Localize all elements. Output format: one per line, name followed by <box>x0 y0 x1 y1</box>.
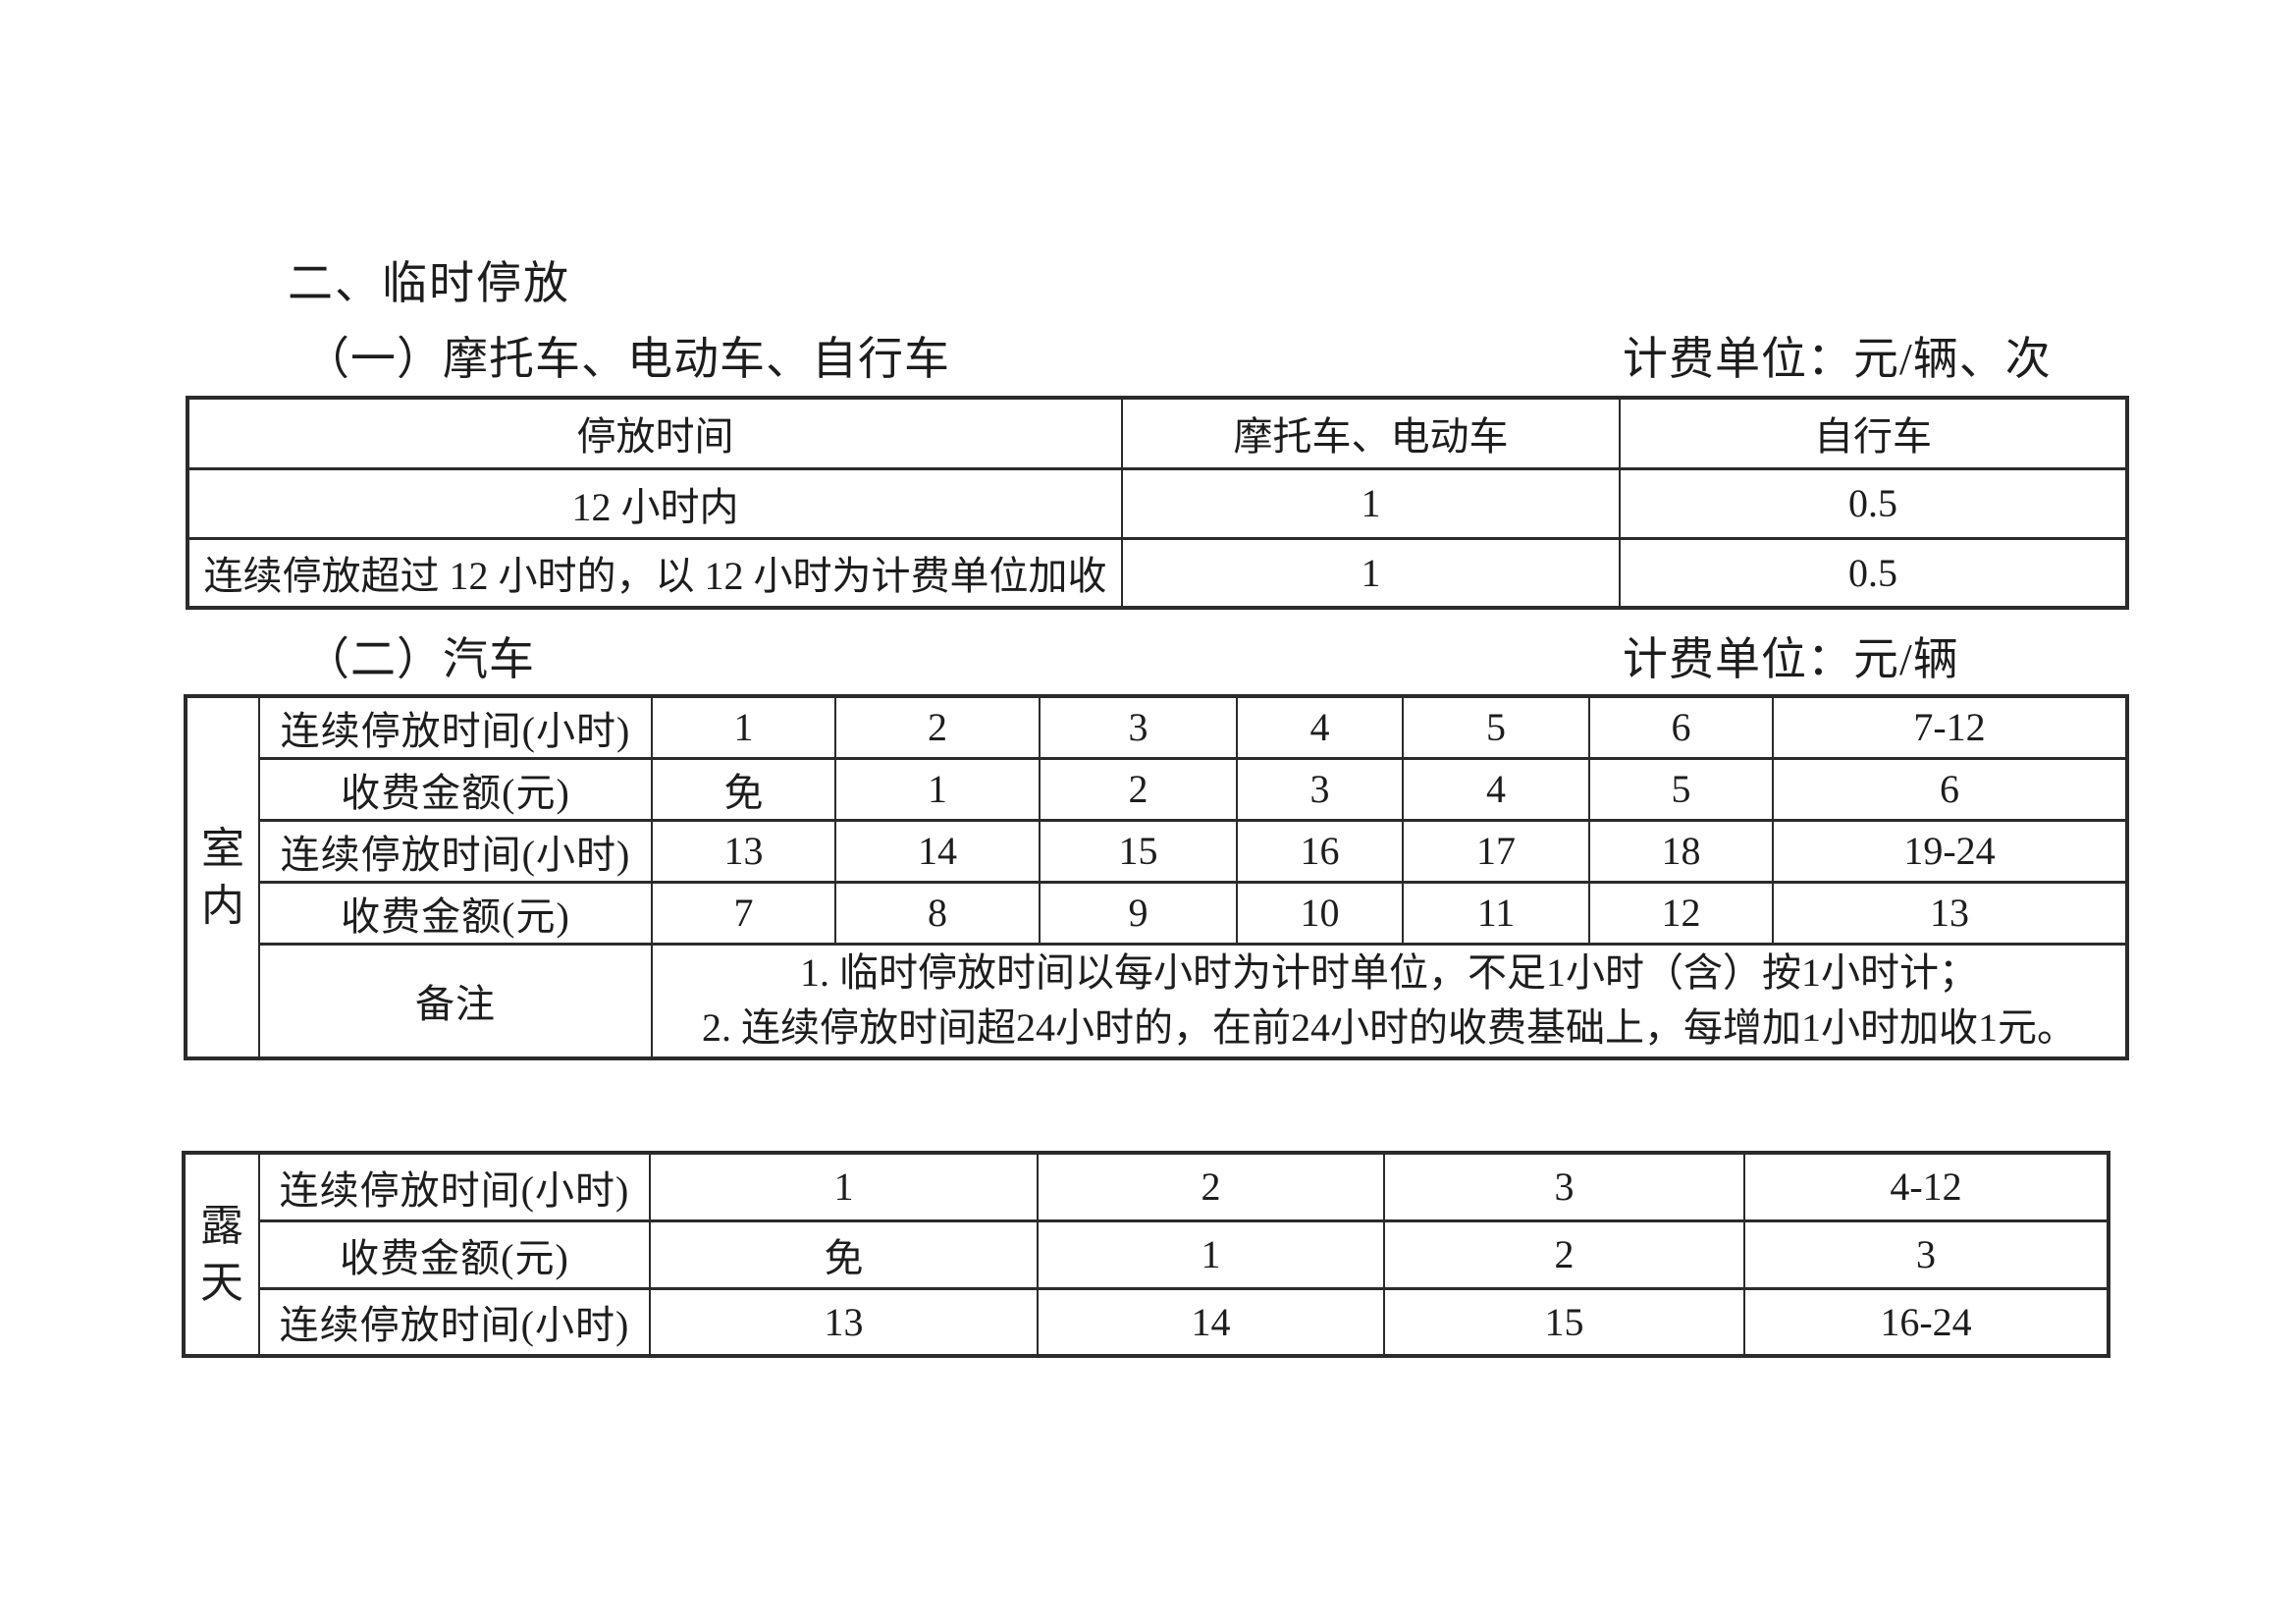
table-row: 连续停放时间(小时) 13 14 15 16-24 <box>184 1286 2109 1358</box>
fee-cell: 1 <box>1037 1218 1385 1290</box>
table-row: 12 小时内 1 0.5 <box>187 466 2128 540</box>
fee-cell: 2 <box>1039 756 1238 822</box>
remarks-text: 1. 临时停放时间以每小时为计时单位，不足1小时（含）按1小时计； 2. 连续停… <box>651 942 2128 1060</box>
fee-cell: 5 <box>1588 756 1774 822</box>
page-title: 二、临时停放 <box>288 258 570 308</box>
hours-cell: 13 <box>651 818 836 884</box>
table-row: 收费金额(元) 免 1 2 3 <box>184 1218 2109 1290</box>
row-label: 连续停放时间(小时) <box>258 694 653 760</box>
table-row: 收费金额(元) 免 1 2 3 4 5 6 <box>186 756 2128 822</box>
hours-cell: 1 <box>649 1151 1039 1222</box>
row-label: 连续停放时间(小时) <box>258 1151 651 1222</box>
table-row: 收费金额(元) 7 8 9 10 11 12 13 <box>186 880 2128 946</box>
fee-cell: 9 <box>1039 880 1238 946</box>
table-header-row: 停放时间 摩托车、电动车 自行车 <box>187 396 2128 470</box>
side-label-outdoor: 露天 <box>183 1151 260 1358</box>
table-row: 连续停放超过 12 小时的，以 12 小时为计费单位加收 1 0.5 <box>187 536 2128 610</box>
section-header-cars: （二）汽车 计费单位：元/辆 <box>0 632 2296 691</box>
hours-cell: 13 <box>649 1286 1039 1358</box>
header-motorcycle-ebike: 摩托车、电动车 <box>1121 396 1621 470</box>
fee-cell: 3 <box>1743 1218 2109 1290</box>
row-label: 收费金额(元) <box>258 1218 651 1290</box>
row-label: 连续停放时间(小时) <box>258 818 653 884</box>
hours-cell: 14 <box>834 818 1041 884</box>
fee-cell: 免 <box>649 1218 1039 1290</box>
row-label: 收费金额(元) <box>258 756 653 822</box>
hours-cell: 6 <box>1588 694 1774 760</box>
fee-cell: 8 <box>834 880 1041 946</box>
hours-cell: 1 <box>651 694 836 760</box>
outdoor-car-fee-table: 露天 连续停放时间(小时) 1 2 3 4-12 收费金额(元) 免 1 2 3… <box>182 1151 2110 1358</box>
fee-cell: 11 <box>1402 880 1590 946</box>
hours-cell: 4 <box>1236 694 1404 760</box>
indoor-car-fee-table: 室内 连续停放时间(小时) 1 2 3 4 5 6 7-12 收费金额(元) 免… <box>184 694 2129 1061</box>
remark-line-2: 2. 连续停放时间超24小时的，在前24小时的收费基础上，每增加1小时加收1元。 <box>702 1005 2076 1051</box>
fee-cell: 1 <box>834 756 1041 822</box>
fee-cell: 12 <box>1588 880 1774 946</box>
fee-cell: 13 <box>1772 880 2128 946</box>
hours-cell: 5 <box>1402 694 1590 760</box>
fee-cell: 0.5 <box>1619 536 2128 610</box>
hours-cell: 15 <box>1039 818 1238 884</box>
remark-line-1: 1. 临时停放时间以每小时为计时单位，不足1小时（含）按1小时计； <box>800 949 1978 995</box>
fee-cell: 4 <box>1402 756 1590 822</box>
hours-cell: 2 <box>834 694 1041 760</box>
hours-cell: 16-24 <box>1743 1286 2109 1358</box>
parking-time-cell: 12 小时内 <box>187 466 1123 540</box>
fee-cell: 1 <box>1121 536 1621 610</box>
fee-cell: 2 <box>1383 1218 1745 1290</box>
fee-cell: 免 <box>651 756 836 822</box>
fee-cell: 0.5 <box>1619 466 2128 540</box>
section-header-bikes: （一）摩托车、电动车、自行车 计费单位：元/辆、次 <box>0 332 2296 391</box>
row-label: 连续停放时间(小时) <box>258 1286 651 1358</box>
table-row: 连续停放时间(小时) 13 14 15 16 17 18 19-24 <box>186 818 2128 884</box>
table-row: 露天 连续停放时间(小时) 1 2 3 4-12 <box>183 1151 2109 1358</box>
remarks-row: 备注 1. 临时停放时间以每小时为计时单位，不足1小时（含）按1小时计； 2. … <box>186 942 2128 1060</box>
hours-cell: 14 <box>1037 1286 1385 1358</box>
hours-cell: 15 <box>1383 1286 1745 1358</box>
remarks-label: 备注 <box>258 942 653 1060</box>
bike-fee-table: 停放时间 摩托车、电动车 自行车 12 小时内 1 0.5 连续停放超过 12 … <box>186 396 2129 610</box>
billing-unit-cars: 计费单位：元/辆 <box>1623 634 1959 684</box>
fee-cell: 7 <box>651 880 836 946</box>
hours-cell: 2 <box>1037 1151 1385 1222</box>
hours-cell: 3 <box>1039 694 1238 760</box>
hours-cell: 7-12 <box>1772 694 2128 760</box>
hours-cell: 17 <box>1402 818 1590 884</box>
hours-cell: 19-24 <box>1772 818 2128 884</box>
fee-cell: 1 <box>1121 466 1621 540</box>
billing-unit-bikes: 计费单位：元/辆、次 <box>1623 334 2052 384</box>
section-title-cars: （二）汽车 <box>304 634 535 684</box>
fee-cell: 6 <box>1772 756 2128 822</box>
side-label-indoor: 室内 <box>185 694 260 1060</box>
header-bicycle: 自行车 <box>1619 396 2128 470</box>
table-row: 室内 连续停放时间(小时) 1 2 3 4 5 6 7-12 <box>185 694 2128 1060</box>
hours-cell: 3 <box>1383 1151 1745 1222</box>
fee-cell: 3 <box>1236 756 1404 822</box>
row-label: 收费金额(元) <box>258 880 653 946</box>
parking-time-cell: 连续停放超过 12 小时的，以 12 小时为计费单位加收 <box>187 536 1123 610</box>
hours-cell: 18 <box>1588 818 1774 884</box>
hours-cell: 4-12 <box>1743 1151 2109 1222</box>
side-label-text: 露天 <box>199 1202 243 1307</box>
fee-cell: 10 <box>1236 880 1404 946</box>
section-title-bikes: （一）摩托车、电动车、自行车 <box>304 334 950 384</box>
hours-cell: 16 <box>1236 818 1404 884</box>
side-label-text: 室内 <box>200 825 244 930</box>
header-parking-time: 停放时间 <box>187 396 1123 470</box>
